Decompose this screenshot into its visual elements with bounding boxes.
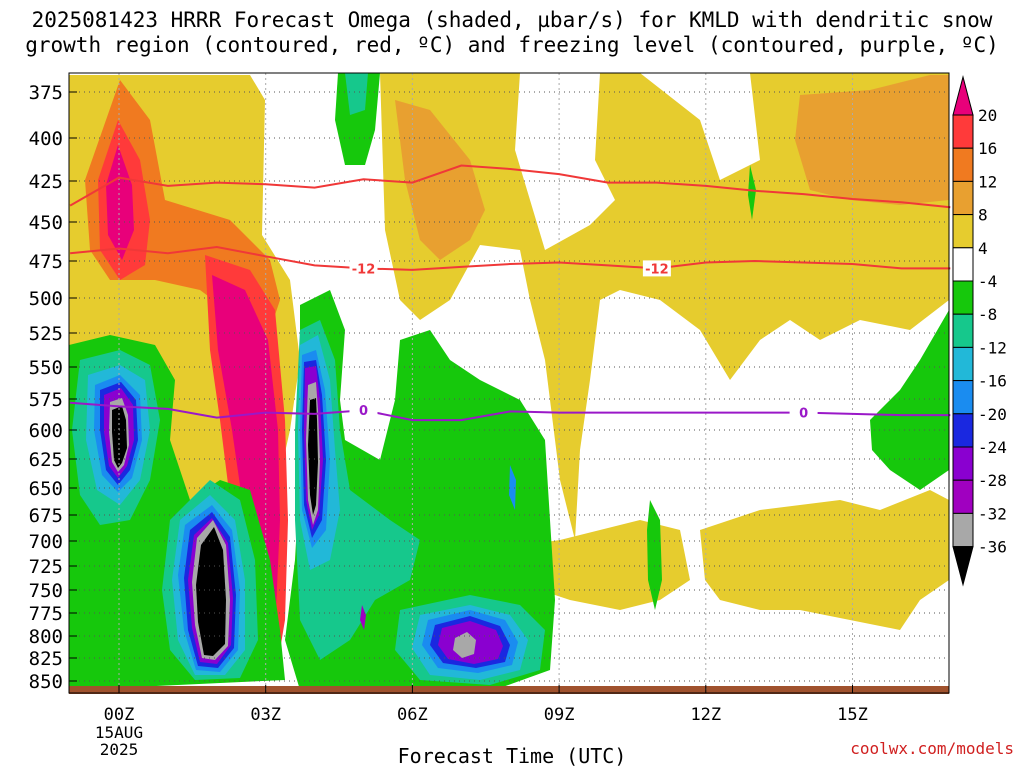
colorbar-segment <box>952 114 974 149</box>
omega-black-core <box>112 406 127 468</box>
omega-yellow-region <box>380 73 949 540</box>
colorbar-segment <box>952 214 974 249</box>
omega-magenta-core <box>106 145 134 260</box>
colorbar: 20 16 12 8 4 -4 -8 -12 -16 -20 -24 -28 -32 -36 <box>952 75 1007 587</box>
colorbar-tick-label: -28 <box>978 471 1007 490</box>
colorbar-segment <box>952 479 974 514</box>
omega-orange-region <box>795 75 949 205</box>
colorbar-tick-label: -20 <box>978 405 1007 424</box>
y-tick-label: 650 <box>29 478 63 500</box>
colorbar-tick-label: -4 <box>978 272 997 291</box>
x-tick-label: 00Z <box>104 705 135 725</box>
contour-label: -12 <box>645 262 669 277</box>
colorbar-tick-label: 16 <box>978 139 997 158</box>
omega-green-region <box>748 165 756 220</box>
y-tick-label: 850 <box>29 671 63 693</box>
contour-line <box>69 164 951 209</box>
colorbar-segment <box>952 346 974 382</box>
colorbar-tick-label: -36 <box>978 538 1007 557</box>
omega-blue-region <box>509 465 516 510</box>
colorbar-segment <box>952 147 974 182</box>
colorbar-tick-label: 12 <box>978 172 997 191</box>
x-tick-label: 09Z <box>544 705 575 725</box>
colorbar-segment <box>952 180 974 216</box>
y-tick-label: 525 <box>29 323 63 345</box>
colorbar-tick-label: -16 <box>978 372 1007 391</box>
y-tick-label: 800 <box>29 626 63 648</box>
y-tick-label: 625 <box>29 449 63 471</box>
x-tick-label: 03Z <box>250 705 281 725</box>
colorbar-tick-label: -24 <box>978 438 1007 457</box>
x-tick-year: 2025 <box>100 740 139 759</box>
y-tick-label: 425 <box>29 171 63 193</box>
colorbar-segment <box>952 313 974 348</box>
contour-label: 0 <box>359 404 368 419</box>
omega-green-region <box>335 73 380 165</box>
contour-line <box>70 245 951 271</box>
omega-green-region <box>647 500 662 610</box>
contour-label-bg <box>642 260 671 277</box>
omega-orange-region <box>395 100 485 260</box>
y-tick-label: 550 <box>29 357 63 379</box>
y-tick-label: 750 <box>29 580 63 602</box>
y-tick-label: 475 <box>29 251 63 273</box>
colorbar-tick-label: 4 <box>978 239 988 258</box>
colorbar-segment <box>952 446 974 481</box>
contour-label: 0 <box>799 407 808 422</box>
colorbar-segment <box>952 512 974 548</box>
y-tick-label: 375 <box>29 82 63 104</box>
x-tick-label: 06Z <box>397 705 428 725</box>
colorbar-segment <box>952 280 974 315</box>
y-tick-label: 725 <box>29 556 63 578</box>
colorbar-cap-bottom <box>952 546 974 587</box>
colorbar-tick-label: -12 <box>978 338 1007 357</box>
y-tick-label: 675 <box>29 505 63 527</box>
credit-link[interactable]: coolwx.com/models <box>850 739 1014 758</box>
colorbar-tick-label: 8 <box>978 206 988 225</box>
x-axis-label: Forecast Time (UTC) <box>397 744 627 768</box>
y-tick-label: 400 <box>29 128 63 150</box>
omega-purple-region <box>360 605 366 630</box>
omega-black-core <box>308 398 318 515</box>
colorbar-tick-label: -8 <box>978 305 997 324</box>
omega-gray-region <box>453 632 476 658</box>
ground-strip <box>69 686 949 694</box>
contour-label-bg <box>349 260 378 277</box>
contour-label-layer: -12 -12 0 0 <box>349 260 818 422</box>
colorbar-segment <box>952 380 974 415</box>
plot-frame <box>68 72 950 694</box>
x-tick-label: 15Z <box>837 705 868 725</box>
colorbar-tick-label: 20 <box>978 106 997 125</box>
y-axis: 375 400 425 450 475 500 525 550 575 600 625 650 675 7… <box>29 82 77 693</box>
y-tick-label: 450 <box>29 212 63 234</box>
grid <box>69 73 949 693</box>
omega-teal-region <box>345 73 368 115</box>
y-tick-label: 825 <box>29 648 63 670</box>
x-tick-date: 15AUG <box>95 723 143 742</box>
x-tick-label: 12Z <box>690 705 721 725</box>
colorbar-tick-label: -32 <box>978 504 1007 523</box>
chart-title-line1: 2025081423 HRRR Forecast Omega (shaded, … <box>31 8 993 32</box>
colorbar-cap-top <box>952 75 974 116</box>
y-tick-label: 700 <box>29 531 63 553</box>
contour-label: -12 <box>352 262 376 277</box>
contour-label-bg <box>349 402 378 419</box>
omega-black-core <box>196 527 226 656</box>
y-tick-label: 775 <box>29 603 63 625</box>
y-tick-label: 500 <box>29 288 63 310</box>
colorbar-segment <box>952 413 974 448</box>
y-tick-label: 575 <box>29 389 63 411</box>
omega-yellow-region <box>700 490 949 630</box>
omega-shading <box>69 73 949 690</box>
omega-green-region <box>870 310 949 490</box>
y-tick-label: 600 <box>29 420 63 442</box>
contour-label-bg <box>789 404 818 421</box>
colorbar-segment <box>952 247 974 282</box>
chart-title-line2: growth region (contoured, red, ºC) and f… <box>25 33 999 57</box>
